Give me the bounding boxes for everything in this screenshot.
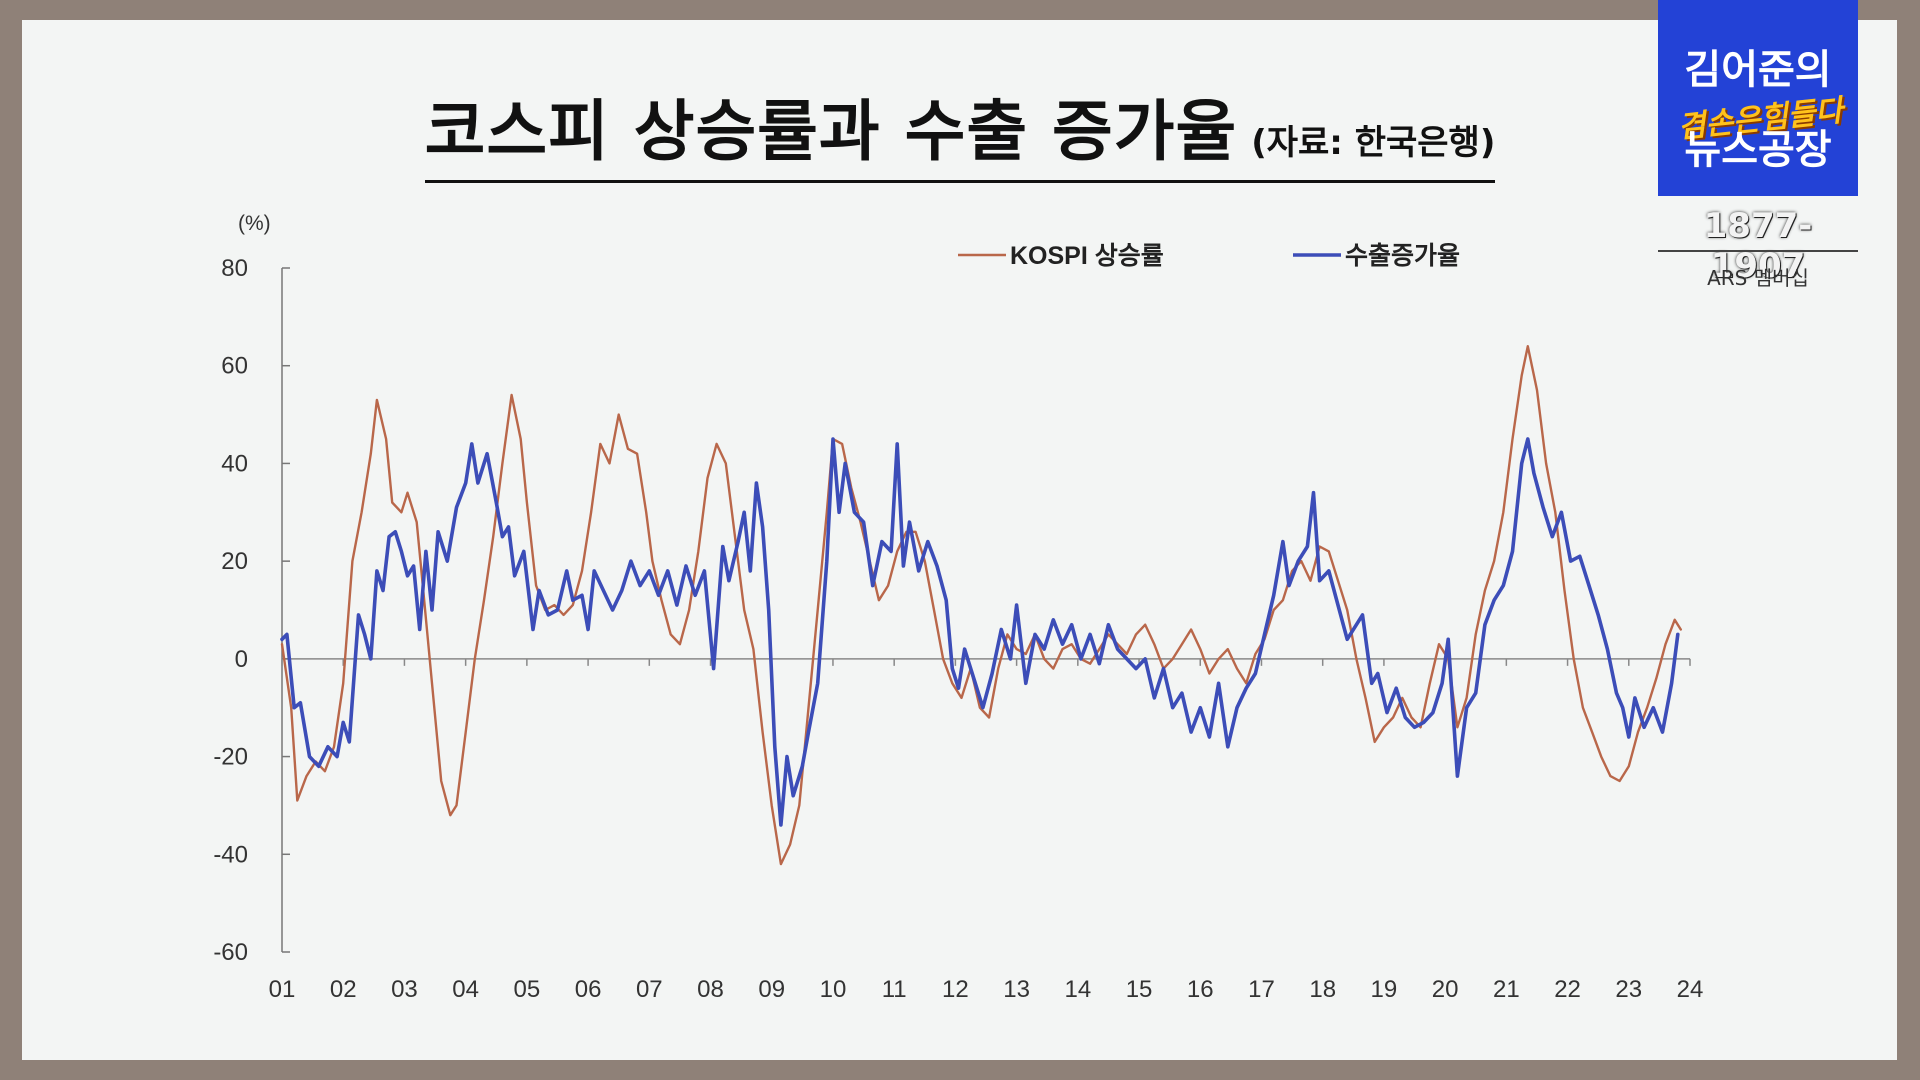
x-tick-label: 18 (1309, 976, 1336, 1003)
x-tick-label: 07 (636, 976, 663, 1003)
badge-divider (1658, 250, 1858, 252)
y-tick-label: -40 (213, 841, 248, 868)
series-line-2 (280, 437, 1680, 827)
x-tick-label: 02 (330, 976, 357, 1003)
x-tick-label: 12 (942, 976, 969, 1003)
y-tick-label: -20 (213, 744, 248, 771)
program-logo: 김어준의 겸손은힘들다 뉴스공장 (1658, 0, 1858, 196)
y-tick-label: -60 (213, 939, 248, 966)
chart-title: 코스피 상승률과 수출 증가율 (424, 93, 1238, 170)
x-tick-label: 21 (1493, 976, 1520, 1003)
slide-panel (22, 20, 1897, 1060)
y-tick-label: 60 (221, 353, 248, 380)
legend-label-1: KOSPI 상승률 (1010, 242, 1164, 270)
x-tick-label: 23 (1615, 976, 1642, 1003)
x-tick-label: 08 (697, 976, 724, 1003)
x-tick-label: 22 (1554, 976, 1581, 1003)
x-tick-label: 19 (1371, 976, 1398, 1003)
logo-line-3: 뉴스공장 (1684, 127, 1832, 173)
chart-source: (자료: 한국은행) (1251, 123, 1496, 163)
x-tick-label: 09 (758, 976, 785, 1003)
title-underline-box: 코스피 상승률과 수출 증가율 (자료: 한국은행) (424, 78, 1496, 183)
x-tick-label: 10 (820, 976, 847, 1003)
y-tick-label: 80 (221, 255, 248, 282)
x-tick-label: 14 (1064, 976, 1091, 1003)
logo-line-1: 김어준의 (1684, 47, 1832, 93)
x-tick-label: 04 (452, 976, 479, 1003)
ars-phone-number: 1877-1907 (1703, 206, 1813, 286)
x-tick-label: 24 (1677, 976, 1704, 1003)
legend-label-2: 수출증가율 (1345, 242, 1460, 270)
x-tick-label: 05 (514, 976, 541, 1003)
x-tick-label: 13 (1003, 976, 1030, 1003)
y-tick-label: 40 (221, 450, 248, 477)
y-unit-label: (%) (238, 212, 271, 235)
series-line-1 (280, 345, 1682, 866)
ars-membership-label: ARS 멤버십 (1707, 266, 1809, 290)
x-tick-label: 11 (882, 976, 907, 1003)
x-tick-label: 15 (1126, 976, 1153, 1003)
x-tick-label: 17 (1248, 976, 1275, 1003)
y-tick-label: 20 (221, 548, 248, 575)
x-tick-label: 06 (575, 976, 602, 1003)
x-tick-label: 03 (391, 976, 418, 1003)
x-tick-label: 01 (269, 976, 296, 1003)
x-tick-label: 16 (1187, 976, 1214, 1003)
title-area: 코스피 상승률과 수출 증가율 (자료: 한국은행) (0, 78, 1920, 183)
y-tick-label: 0 (235, 646, 248, 673)
x-tick-label: 20 (1432, 976, 1459, 1003)
